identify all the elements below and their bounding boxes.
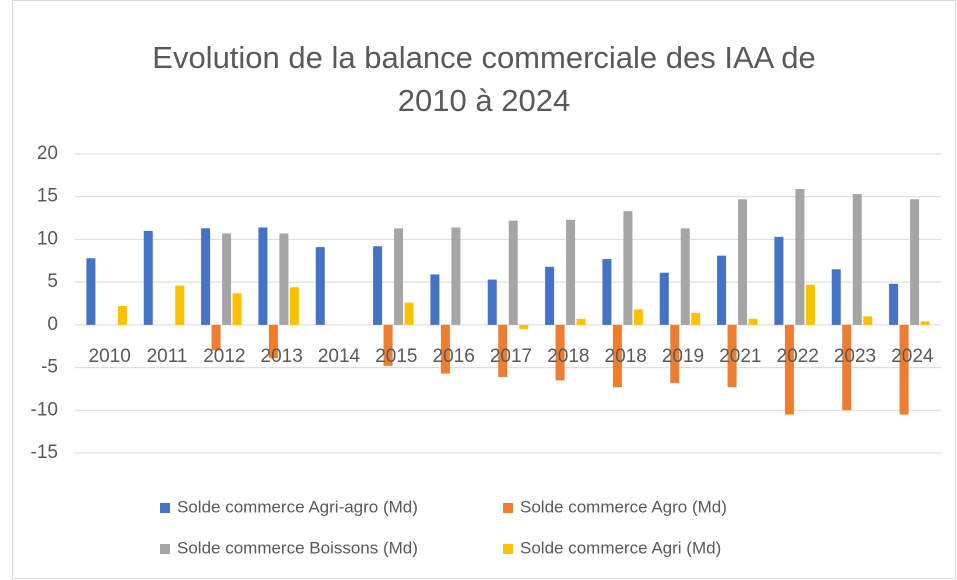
x-tick-label: 2012 [203, 346, 245, 367]
y-tick-label: 0 [47, 314, 58, 335]
bar [680, 228, 690, 325]
legend-swatch [503, 544, 513, 554]
x-tick-label: 2018 [547, 346, 589, 367]
bar [920, 321, 930, 325]
bar [717, 255, 727, 325]
bar [863, 316, 873, 325]
bar [175, 285, 185, 325]
bar [498, 324, 508, 377]
bar [612, 324, 622, 388]
bar [748, 318, 758, 325]
x-tick-label: 2022 [777, 346, 819, 367]
bar [805, 284, 815, 325]
y-tick-label: -10 [31, 399, 58, 420]
bar [670, 324, 680, 383]
bar [659, 272, 669, 325]
bar [602, 259, 612, 325]
bar [211, 324, 221, 351]
bar [852, 194, 862, 325]
bar [738, 199, 748, 325]
bar [831, 269, 841, 325]
bar [394, 228, 404, 325]
bar [268, 324, 278, 359]
bar [222, 233, 232, 325]
bar [623, 211, 633, 325]
y-tick-label: 10 [37, 228, 58, 249]
y-tick-label: 20 [37, 143, 58, 164]
chart-title: Evolution de la balance commerciale des … [152, 40, 815, 75]
x-tick-label: 2018 [605, 346, 647, 367]
x-tick-label: 2017 [490, 346, 532, 367]
x-tick-label: 2016 [433, 346, 475, 367]
legend-swatch [160, 503, 170, 513]
bar [279, 233, 289, 325]
legend-label: Solde commerce Agri-agro (Md) [177, 497, 418, 516]
y-tick-label: 5 [47, 271, 58, 292]
bar [487, 279, 497, 325]
x-tick-label: 2010 [89, 346, 131, 367]
legend-swatch [160, 544, 170, 554]
bar [289, 287, 299, 325]
bar [117, 306, 127, 325]
legend-label: Solde commerce Agri (Md) [520, 538, 721, 557]
legend-label: Solde commerce Agro (Md) [520, 497, 727, 516]
x-tick-label: 2015 [375, 346, 417, 367]
x-tick-label: 2011 [147, 346, 188, 367]
bar [440, 324, 450, 374]
x-tick-label: 2024 [891, 346, 934, 367]
bar [430, 274, 440, 325]
bar [232, 293, 242, 325]
legend-swatch [503, 503, 513, 513]
bar [258, 227, 268, 325]
bar [691, 312, 701, 325]
bar [889, 283, 899, 325]
bar [842, 324, 852, 411]
y-tick-label: 15 [37, 186, 58, 207]
bar [576, 318, 586, 325]
bar [566, 219, 576, 325]
x-tick-label: 2019 [662, 346, 704, 367]
x-tick-label: 2021 [719, 346, 761, 367]
bar [373, 246, 383, 325]
bar [519, 324, 529, 330]
x-tick-label: 2014 [318, 346, 361, 367]
y-tick-label: -15 [31, 442, 58, 463]
bar [86, 258, 96, 325]
legend-label: Solde commerce Boissons (Md) [177, 538, 418, 557]
bar [315, 247, 325, 325]
bar [404, 302, 414, 325]
x-tick-label: 2023 [834, 346, 876, 367]
x-tick-label: 2013 [261, 346, 303, 367]
bar [910, 199, 920, 325]
bar [774, 236, 784, 325]
bar [727, 324, 737, 388]
bar [201, 228, 211, 325]
bar [451, 227, 461, 325]
bar [784, 324, 794, 415]
bar [143, 230, 153, 325]
bar [795, 189, 805, 325]
bar [633, 309, 643, 325]
bar [383, 324, 393, 366]
bar [899, 324, 909, 415]
bar [508, 220, 518, 325]
bar [545, 266, 555, 325]
bar [555, 324, 565, 381]
chart-title: 2010 à 2024 [398, 83, 570, 118]
y-tick-label: -5 [41, 357, 58, 378]
